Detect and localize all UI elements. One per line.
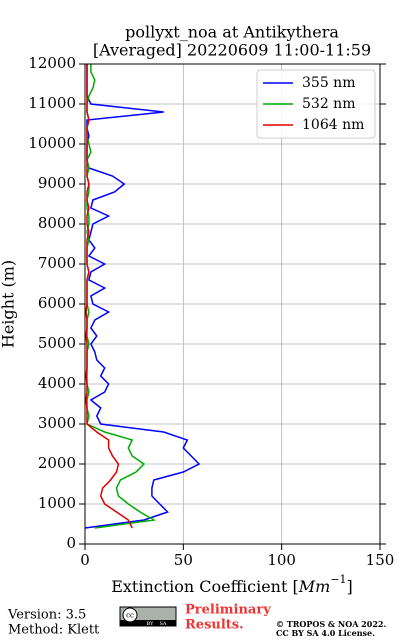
logo-text: BY (147, 621, 155, 627)
copyright: © TROPOS & NOA 2022. (276, 619, 386, 629)
method: Method: Klett (8, 623, 100, 638)
y-tick-label: 2000 (38, 454, 76, 472)
preliminary: Preliminary (185, 603, 271, 618)
x-tick-label: 150 (366, 551, 395, 569)
legend-label: 532 nm (302, 96, 355, 112)
x-axis-label-unit: Mm (298, 577, 331, 596)
logo-strip (120, 620, 176, 626)
x-axis-label-part: ] (347, 577, 353, 596)
y-tick-label: 6000 (38, 294, 76, 312)
license-logo: cc BY SA (119, 606, 177, 627)
y-tick-label: 4000 (38, 374, 76, 392)
legend-label: 355 nm (302, 75, 355, 91)
y-tick-label: 7000 (38, 254, 76, 272)
y-tick-label: 11000 (28, 94, 76, 112)
x-tick-label: 50 (174, 551, 193, 569)
x-axis-label: Extinction Coefficient [Mm−1] (111, 573, 353, 596)
x-axis-label-exponent: −1 (330, 573, 346, 586)
x-axis-label-part: Extinction Coefficient [ (111, 577, 299, 596)
profile-line (85, 64, 133, 529)
legend-box (256, 69, 376, 139)
x-tick-label: 0 (80, 551, 90, 569)
chart-title: pollyxt_noa at Antikythera (125, 23, 339, 42)
plot-frame (84, 63, 381, 545)
logo-text: SA (159, 621, 166, 627)
y-tick-label: 0 (66, 534, 76, 552)
logo-circle (122, 607, 138, 623)
y-tick-label: 1000 (38, 494, 76, 512)
y-axis-label: Height (m) (0, 260, 18, 348)
chart-title: [Averaged] 20220609 11:00-11:59 (93, 41, 371, 60)
x-tick-label: 100 (267, 551, 296, 569)
logo-text: cc (126, 612, 134, 620)
copyright: CC BY SA 4.0 License. (276, 628, 375, 638)
legend-label: 1064 nm (302, 117, 364, 133)
y-tick-label: 8000 (38, 214, 76, 232)
preliminary: Results. (185, 618, 244, 633)
y-tick-label: 5000 (38, 334, 76, 352)
profile-line (84, 64, 201, 529)
y-tick-label: 9000 (38, 174, 76, 192)
y-tick-label: 12000 (28, 54, 76, 72)
y-tick-label: 10000 (28, 134, 76, 152)
version: Version: 3.5 (7, 608, 86, 623)
y-tick-label: 3000 (38, 414, 76, 432)
profile-line (86, 64, 157, 529)
legend: 355 nm 532 nm 1064 nm (256, 69, 376, 139)
